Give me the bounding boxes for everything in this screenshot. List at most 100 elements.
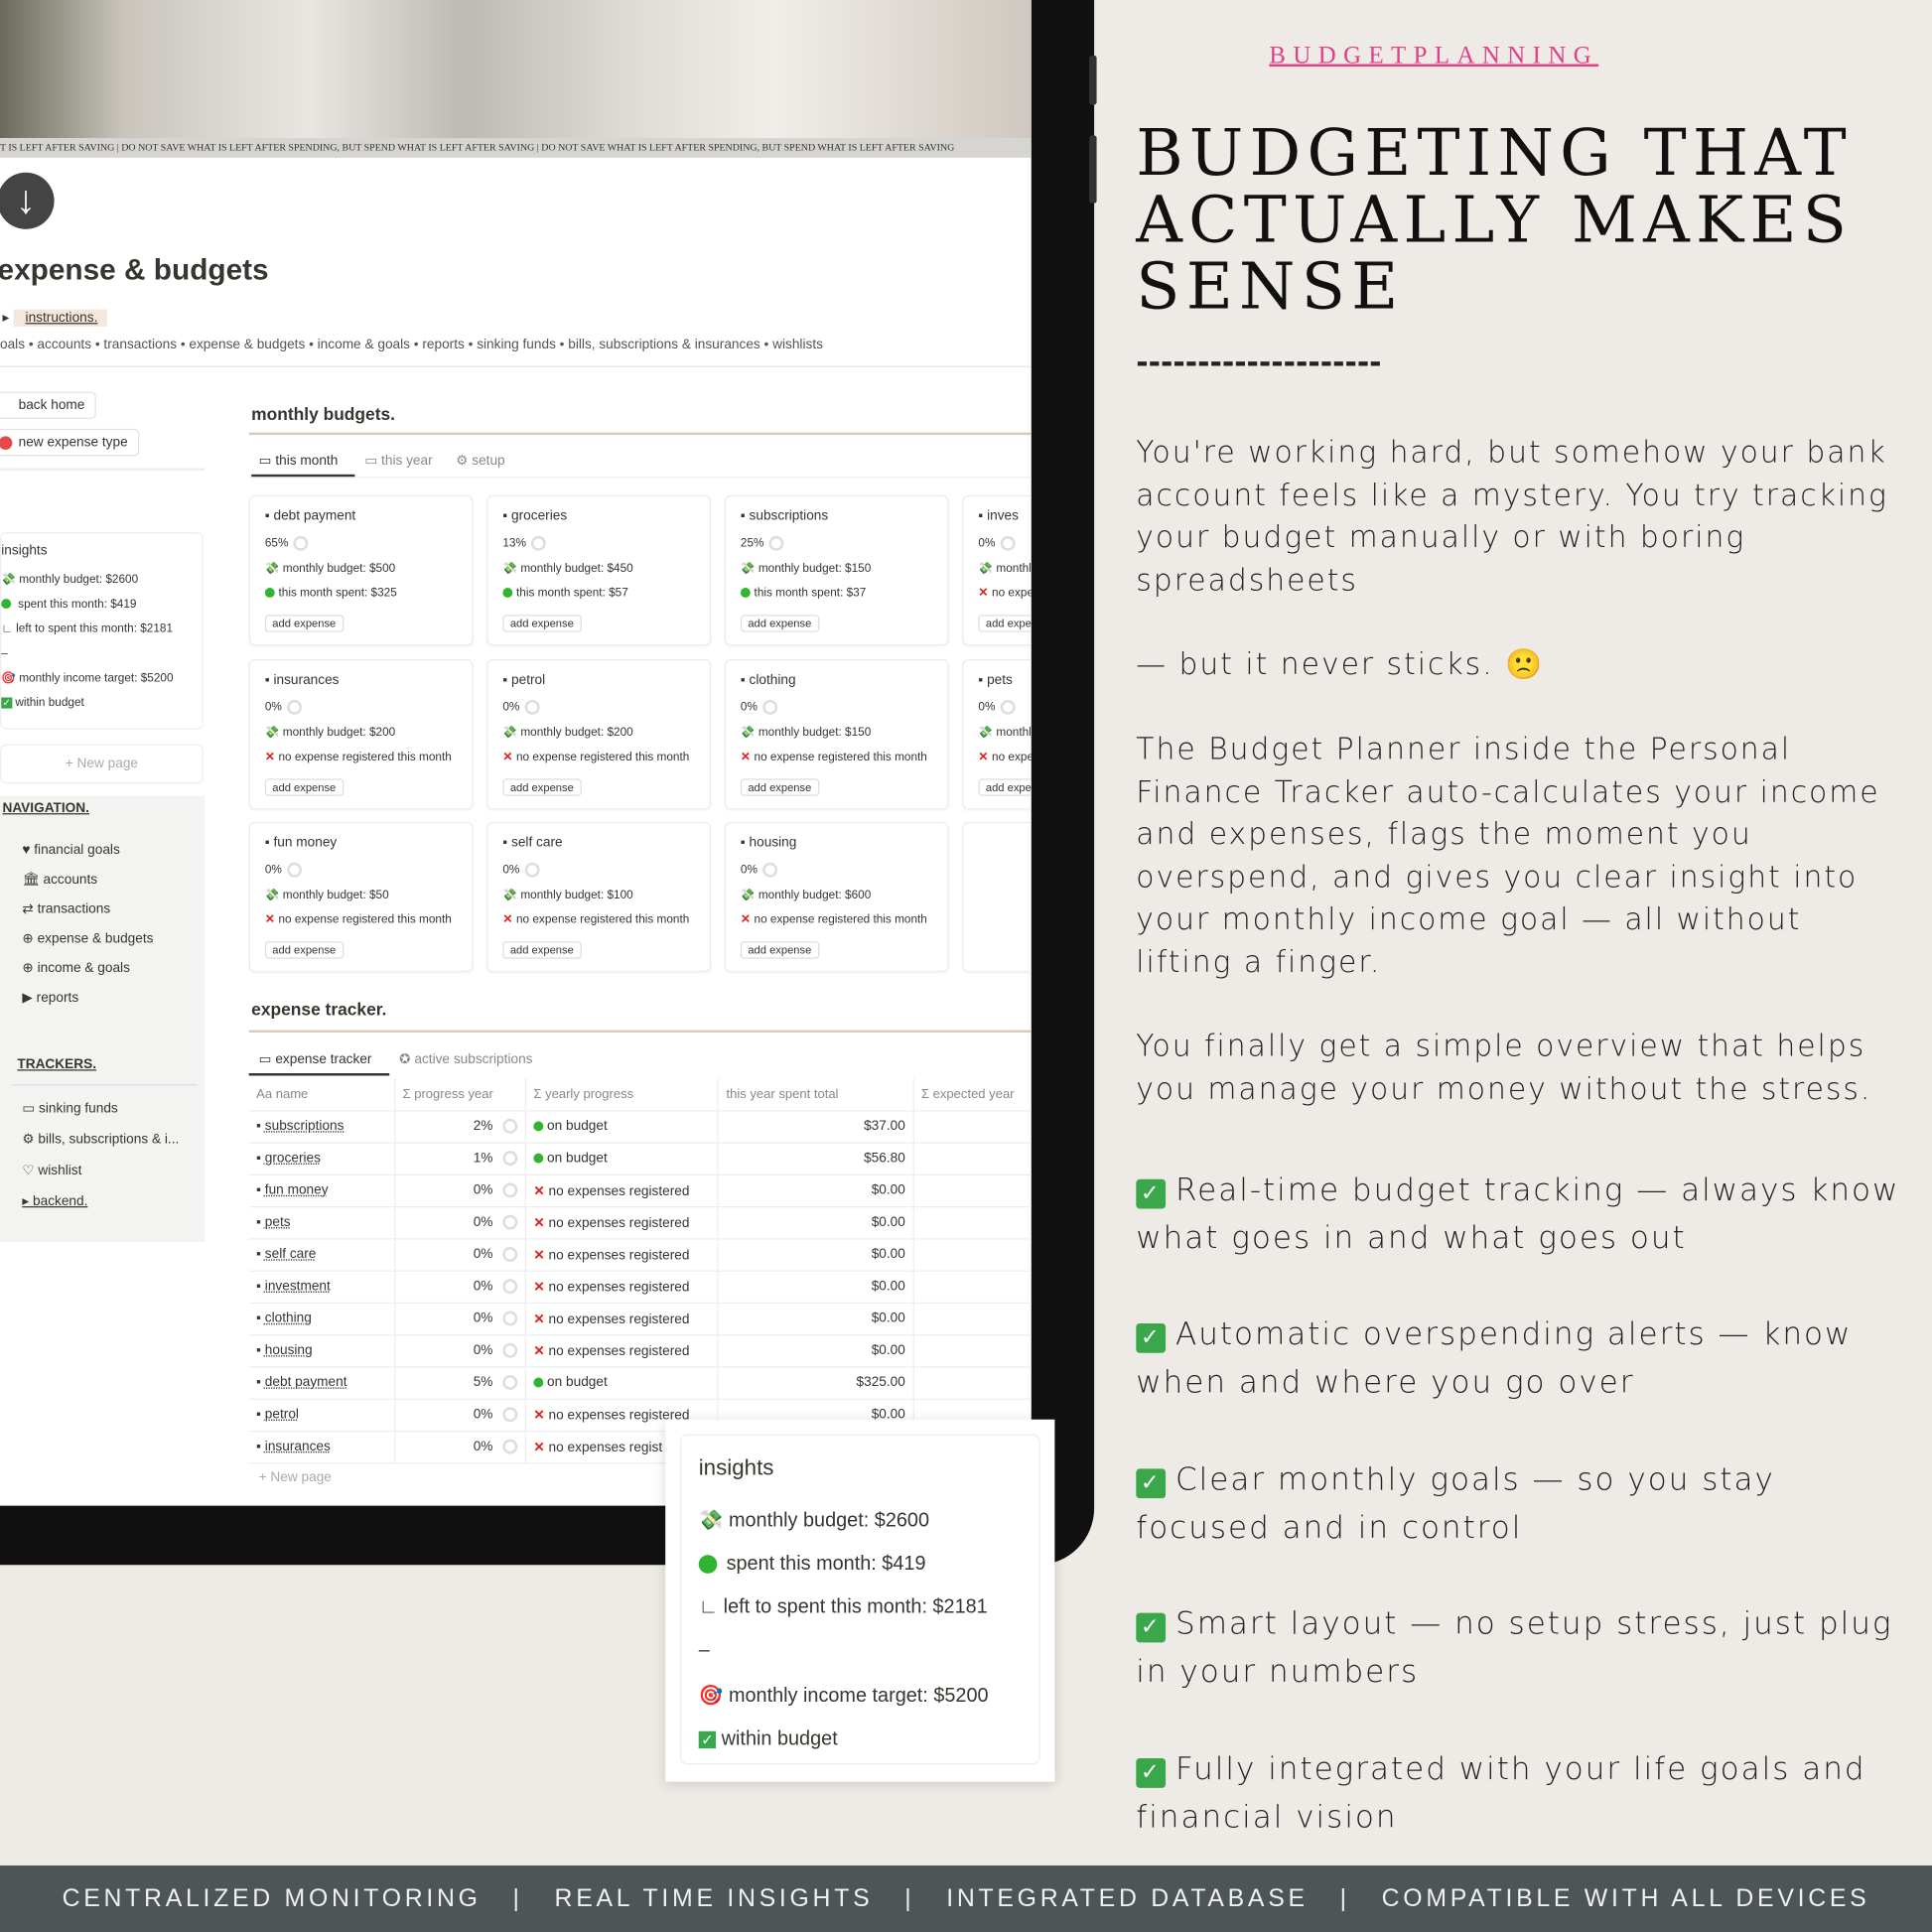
column-header[interactable]: Aa name (248, 1077, 396, 1111)
dash-divider: -------------------- (1136, 345, 1382, 380)
tab-setup[interactable]: ⚙ setup (456, 453, 505, 469)
check-icon: ✓ (1136, 1612, 1167, 1643)
toggle-icon[interactable]: ▸ (2, 310, 14, 326)
tab-this-month[interactable]: ▭ this month (258, 453, 339, 469)
add-expense-button[interactable]: add expense (740, 778, 819, 796)
nav-item[interactable]: 🏛 accounts (22, 872, 98, 888)
tablet-device: T IS LEFT AFTER SAVING | DO NOT SAVE WHA… (0, 0, 1095, 1566)
nav-icon: ⊕ (22, 961, 34, 976)
table-row[interactable]: ▪ self care 0% ✕ no expenses registered $0.0… (248, 1238, 1032, 1272)
budget-card[interactable]: ▪ self care 0% 💸 monthly budget: $100 ✕ no e… (486, 821, 712, 973)
nav-icon: ▶ (22, 990, 33, 1006)
card-title: ▪ groceries (502, 508, 568, 524)
add-expense-button[interactable]: add expense (978, 778, 1032, 796)
column-header[interactable]: Σ progress year (394, 1077, 526, 1111)
add-expense-button[interactable]: add expense (502, 941, 582, 959)
table-row[interactable]: ▪ clothing 0% ✕ no expenses registered $0.00 (248, 1302, 1032, 1335)
add-expense-button[interactable]: add expense (264, 778, 344, 796)
add-expense-button[interactable]: add expense (740, 615, 819, 632)
paragraph: — but it never sticks. 🙁 (1136, 646, 1545, 682)
device-button (1089, 55, 1097, 105)
add-expense-button[interactable]: add expense (740, 941, 819, 959)
table-row[interactable]: ▪ groceries 1% on budget $56.80 (248, 1142, 1032, 1175)
popup-insight-row: ✓ within budget (698, 1728, 1022, 1750)
column-header[interactable]: this year spent total (718, 1077, 914, 1111)
budget-card[interactable]: ▪ clothing 0% 💸 monthly budget: $150 ✕ no ex… (724, 658, 949, 810)
new-expense-type-button[interactable]: new expense type (0, 428, 139, 457)
table-row[interactable]: ▪ pets 0% ✕ no expenses registered $0.00 (248, 1206, 1032, 1239)
sidebar-insight-row: 🎯 monthly income target: $5200 (1, 671, 174, 686)
popup-insight-row: spent this month: $419 (698, 1554, 1022, 1576)
monthly-budgets-heading: monthly budgets. (251, 404, 395, 424)
add-expense-button[interactable]: add expense (502, 778, 582, 796)
check-icon: ✓ (1136, 1758, 1167, 1788)
table-row[interactable]: ▪ subscriptions 2% on budget $37.00 (248, 1110, 1032, 1144)
back-home-button[interactable]: back home (0, 391, 96, 419)
tracker-item[interactable]: ⚙ bills, subscriptions & i... (22, 1132, 180, 1148)
nav-item[interactable]: ⊕ income & goals (22, 961, 130, 976)
headline-line: ACTUALLY MAKES (1136, 183, 1854, 258)
marketing-panel: BUDGETPLANNING BUDGETING THAT ACTUALLY MA… (1094, 0, 1932, 1865)
sidebar-insight-row: ✓ within budget (1, 696, 84, 710)
nav-icon: ⇄ (22, 901, 34, 917)
nav-icon: ⊕ (22, 931, 34, 947)
column-header[interactable]: Σ expected year (912, 1077, 1032, 1111)
expense-table: Aa name Σ progress year Σ yearly progress t… (248, 1077, 1032, 1463)
card-progress: 0% (265, 699, 458, 715)
add-expense-button[interactable]: add expense (264, 615, 344, 632)
card-title: ▪ petrol (502, 672, 546, 688)
budget-card[interactable]: ▪ petrol 0% 💸 monthly budget: $200 ✕ no expe… (486, 658, 712, 810)
headline-line: BUDGETING THAT (1136, 116, 1853, 192)
device-button (1089, 135, 1097, 204)
tracker-item[interactable]: ♡ wishlist (22, 1163, 82, 1178)
budget-card[interactable]: ▪ housing 0% 💸 monthly budget: $600 ✕ no exp… (724, 821, 949, 973)
add-expense-button[interactable]: add expense (978, 615, 1032, 632)
tab-this-year[interactable]: ▭ this year (364, 453, 433, 469)
nav-item[interactable]: ⇄ transactions (22, 901, 111, 917)
feature-bullet: ✓ Clear monthly goals — so you stay focus… (1136, 1460, 1775, 1546)
progress-ring-icon (286, 862, 302, 878)
nav-item[interactable]: ♥ financial goals (22, 842, 120, 858)
budget-card[interactable]: ▪ fun money 0% 💸 monthly budget: $50 ✕ no ex… (248, 821, 474, 973)
add-expense-button[interactable]: add expense (264, 941, 344, 959)
progress-ring-icon (768, 535, 784, 551)
card-progress: 0% (741, 862, 933, 878)
table-row[interactable]: ▪ fun money 0% ✕ no expenses registered $0.0… (248, 1173, 1032, 1207)
budget-card[interactable]: ▪ groceries 13% 💸 monthly budget: $450 this… (486, 494, 712, 646)
budget-card[interactable]: ▪ subscriptions 25% 💸 monthly budget: $150… (724, 494, 949, 646)
check-icon: ✓ (1136, 1322, 1167, 1353)
card-title: ▪ subscriptions (740, 508, 829, 524)
tracker-item[interactable]: ▭ sinking funds (22, 1101, 118, 1117)
tracker-item[interactable]: ▸ backend. (22, 1193, 88, 1209)
tracker-icon: ⚙ (22, 1132, 35, 1148)
nav-item[interactable]: ⊕ expense & budgets (22, 931, 154, 947)
card-progress: 0% (502, 862, 695, 878)
progress-ring-icon (761, 699, 777, 715)
budget-card[interactable]: ▪ insurances 0% 💸 monthly budget: $200 ✕ no … (248, 658, 474, 810)
column-header[interactable]: Σ yearly progress (525, 1077, 720, 1111)
arrow-down-icon: ↓ (0, 172, 55, 229)
table-row[interactable]: ▪ housing 0% ✕ no expenses registered $0.00 (248, 1334, 1032, 1368)
table-new-page[interactable]: + New page (258, 1469, 332, 1485)
budget-card[interactable]: ▪ debt payment 65% 💸 monthly budget: $500 t… (248, 494, 474, 646)
new-page-button[interactable]: + New page (0, 744, 204, 784)
tab-active-subscriptions[interactable]: ✪ active subscriptions (399, 1051, 533, 1067)
breadcrumb[interactable]: oals • accounts • transactions • expense… (0, 338, 823, 352)
feature-bullet: ✓ Smart layout — no setup stress, just pl… (1136, 1605, 1893, 1690)
headline: BUDGETING THAT ACTUALLY MAKES SENSE (1136, 121, 1853, 321)
progress-ring-icon (1000, 535, 1016, 551)
table-row[interactable]: ▪ debt payment 5% on budget $325.00 (248, 1366, 1032, 1400)
nav-item[interactable]: ▶ reports (22, 990, 79, 1006)
popup-insight-row: 💸 monthly budget: $2600 (698, 1510, 930, 1532)
popup-insight-row: ∟ left to spent this month: $2181 (698, 1596, 988, 1618)
table-row[interactable]: ▪ investment 0% ✕ no expenses registered $0.… (248, 1270, 1032, 1304)
tab-expense-tracker[interactable]: ▭ expense tracker (258, 1051, 372, 1067)
sidebar-insight-row: – (1, 646, 8, 661)
minus-circle-icon (0, 436, 13, 451)
card-progress: 0% (978, 535, 1031, 551)
instructions-toggle[interactable]: instructions. (13, 309, 108, 327)
add-expense-button[interactable]: add expense (502, 615, 582, 632)
paragraph: The Budget Planner inside the Personal F… (1136, 732, 1880, 980)
